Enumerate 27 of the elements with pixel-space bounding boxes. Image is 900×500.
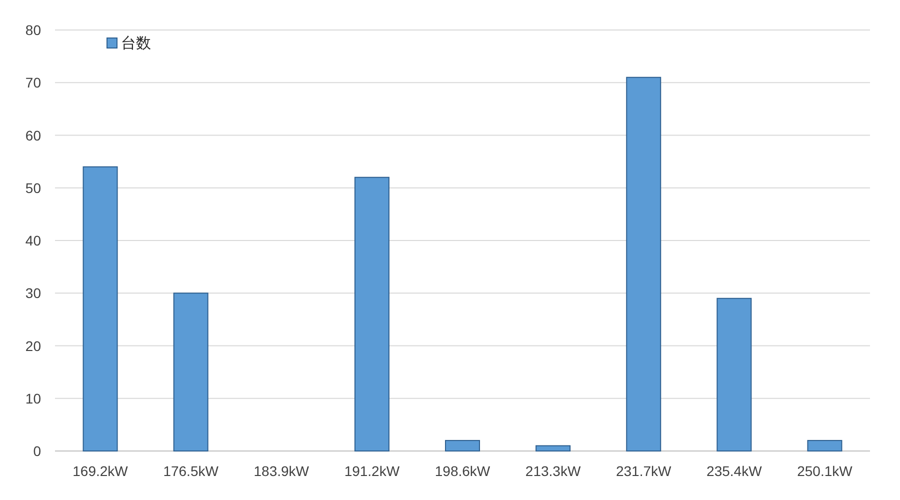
x-tick-label: 198.6kW (434, 463, 491, 479)
bar (716, 298, 752, 452)
x-tick-label: 191.2kW (344, 463, 400, 479)
x-tick-label: 183.9kW (254, 463, 310, 479)
bar (173, 292, 208, 452)
x-tick-label: 169.2kW (72, 463, 129, 479)
y-tick-label: 50 (25, 180, 42, 196)
bar (626, 76, 662, 452)
y-tick-label: 0 (33, 443, 42, 459)
x-tick-label: 231.7kW (616, 463, 672, 479)
bar (807, 440, 842, 452)
y-tick-label: 80 (25, 22, 42, 38)
legend-label: 台数 (121, 35, 151, 52)
x-tick-label: 213.3kW (525, 463, 582, 479)
bar (536, 445, 571, 452)
y-tick-label: 20 (25, 338, 42, 354)
bar (82, 166, 118, 452)
y-tick-label: 70 (25, 74, 42, 91)
y-tick-label: 30 (25, 285, 42, 302)
bar (354, 176, 390, 452)
x-tick-label: 176.5kW (163, 463, 220, 479)
x-tick-label: 235.4kW (706, 463, 763, 479)
x-tick-label: 250.1kW (797, 463, 854, 479)
y-tick-label: 40 (25, 232, 42, 248)
y-tick-label: 10 (25, 390, 42, 406)
bar (445, 440, 480, 452)
y-tick-label: 60 (25, 127, 42, 144)
